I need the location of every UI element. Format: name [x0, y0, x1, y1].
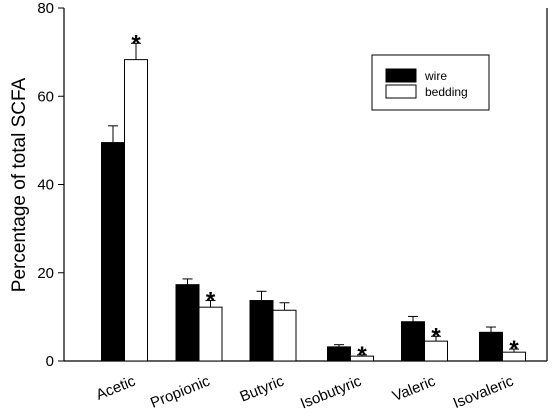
significance-star-isovaleric: *: [509, 336, 519, 363]
legend-swatch-bedding: [385, 84, 417, 99]
bar-bedding-propionic: [198, 306, 223, 362]
x-tick-label-propionic: Propionic: [148, 372, 213, 411]
x-tick-label-isovaleric: Isovaleric: [451, 372, 517, 412]
y-tick-label: 0: [46, 353, 54, 370]
legend-label-bedding: bedding: [425, 85, 468, 99]
significance-star-isobutyric: *: [357, 342, 367, 369]
significance-star-acetic: *: [131, 30, 141, 57]
legend-swatch-wire: [385, 68, 417, 83]
bars: [101, 59, 526, 362]
significance-star-propionic: *: [206, 288, 216, 315]
x-tick-label-isobutyric: Isobutyric: [298, 372, 364, 412]
legend-frame: [371, 54, 490, 111]
bar-wire-acetic: [101, 142, 125, 362]
bar-wire-propionic: [175, 284, 200, 362]
y-tick-label: 20: [37, 265, 54, 282]
significance-markers: * * * * *: [131, 30, 519, 369]
significance-star-valeric: *: [431, 323, 441, 350]
y-tick-label: 80: [37, 0, 54, 17]
y-axis-title: Percentage of total SCFA: [9, 77, 30, 292]
error-bars: [108, 42, 519, 357]
bar-wire-isovaleric: [479, 331, 503, 362]
legend: wire bedding: [371, 54, 490, 111]
bar-wire-butyric: [249, 300, 274, 362]
y-tick-label: 60: [37, 88, 54, 105]
bar-wire-valeric: [401, 321, 425, 362]
bar-bedding-butyric: [272, 309, 297, 362]
y-tick-label: 40: [37, 177, 54, 194]
x-tick-label-butyric: Butyric: [238, 372, 287, 405]
x-tick-label-acetic: Acetic: [94, 372, 139, 403]
x-axis-labels: Acetic Propionic Butyric Isobutyric Valeric I…: [94, 372, 517, 412]
x-tick-label-valeric: Valeric: [390, 372, 438, 405]
bar-wire-isobutyric: [327, 346, 351, 362]
legend-label-wire: wire: [424, 69, 447, 83]
bar-bedding-acetic: [124, 59, 148, 362]
